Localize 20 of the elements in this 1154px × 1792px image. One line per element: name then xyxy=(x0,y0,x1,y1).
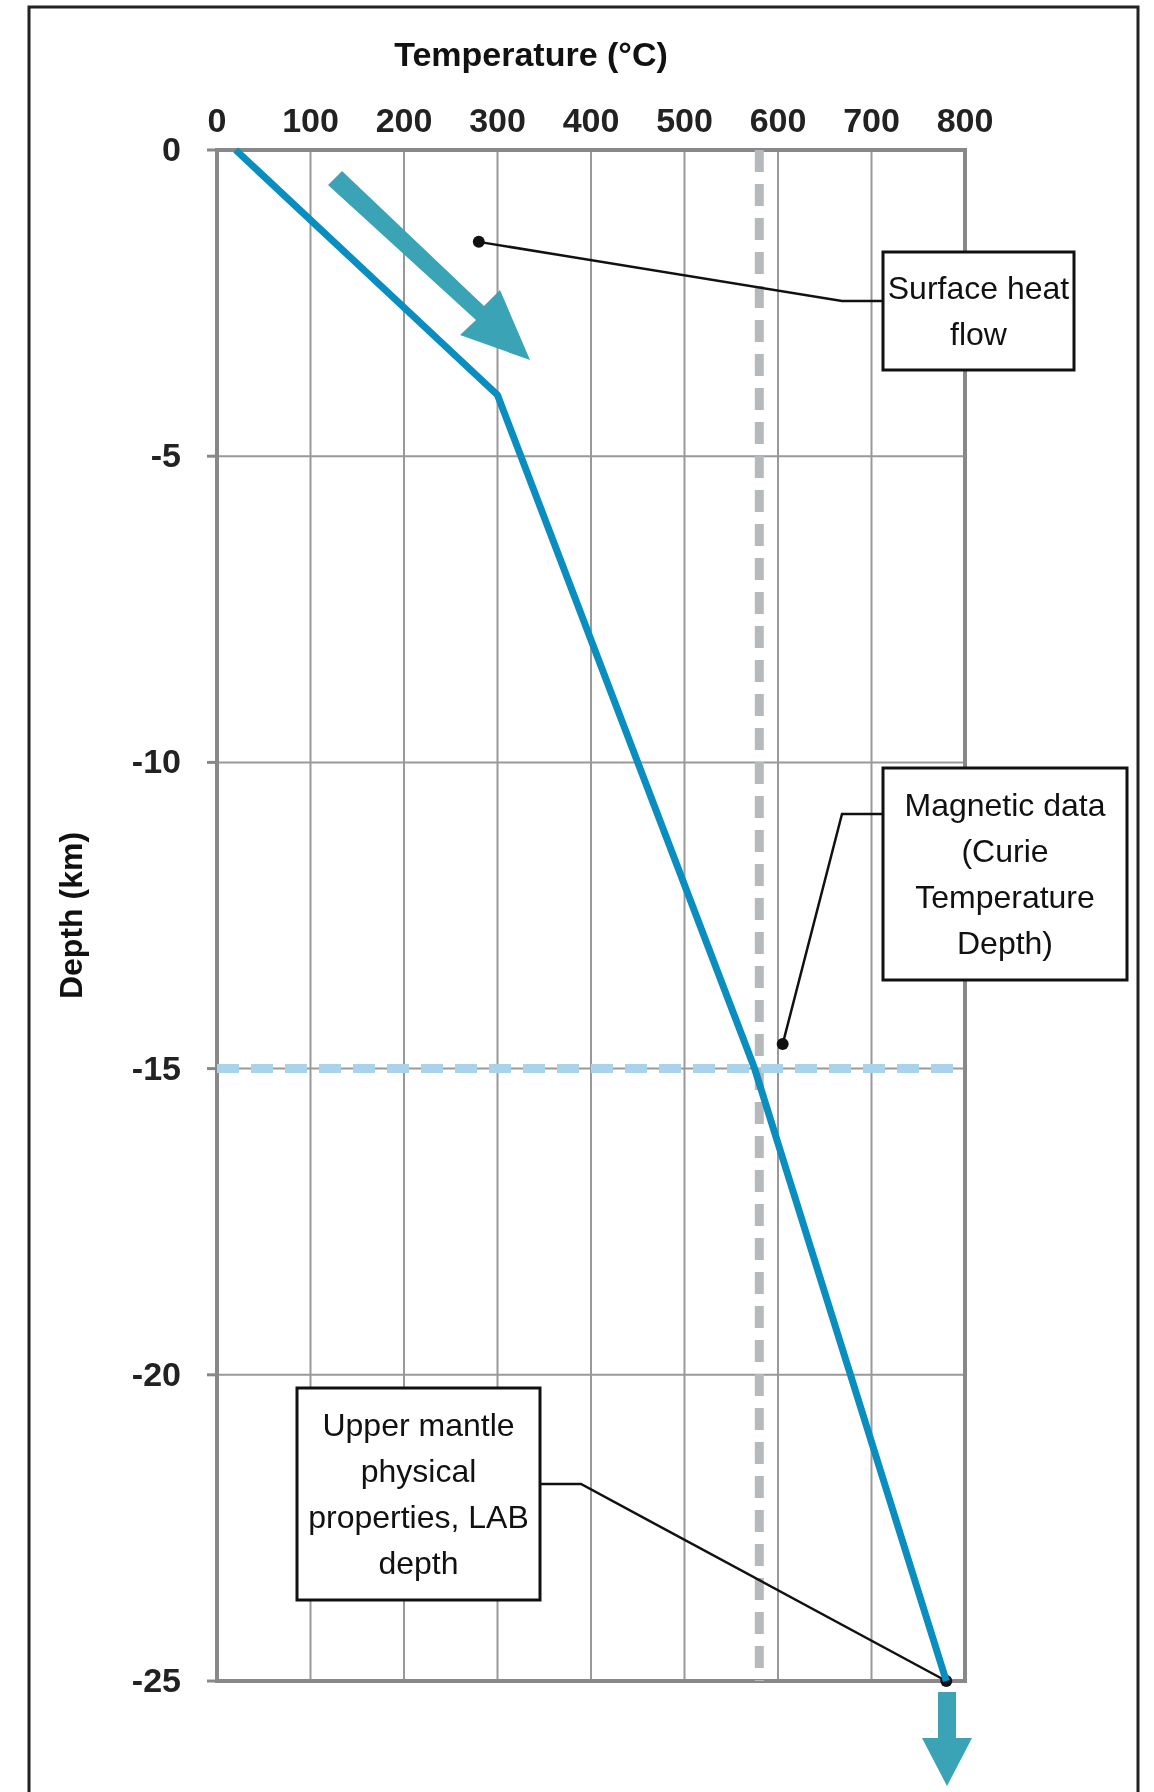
y-tick-label: 0 xyxy=(162,130,181,168)
x-tick-label: 500 xyxy=(656,101,713,139)
x-tick-label: 600 xyxy=(749,101,807,139)
x-tick-label: 800 xyxy=(936,101,994,139)
x-tick-label: 700 xyxy=(843,101,900,139)
y-tick-label: -15 xyxy=(131,1048,181,1087)
y-axis-title: Depth (km) xyxy=(53,831,89,1000)
y-tick-label: -25 xyxy=(131,1661,181,1699)
x-tick-label: 400 xyxy=(562,101,620,139)
y-tick-label: -20 xyxy=(131,1354,181,1393)
y-tick-label: -10 xyxy=(131,742,181,781)
annotation: Upper mantle physical properties, LAB depth xyxy=(308,1407,529,1581)
x-tick-label: 300 xyxy=(469,101,526,139)
x-axis-title: Temperature (°C) xyxy=(394,35,668,73)
y-tick-label: -5 xyxy=(150,436,181,475)
annotation: Surface heat flow xyxy=(887,270,1070,352)
x-tick-label: 0 xyxy=(207,101,227,139)
x-tick-label: 100 xyxy=(282,101,339,139)
annotation: Magnetic data (Curie Temperature Depth) xyxy=(904,787,1106,961)
x-tick-label: 200 xyxy=(375,101,433,139)
